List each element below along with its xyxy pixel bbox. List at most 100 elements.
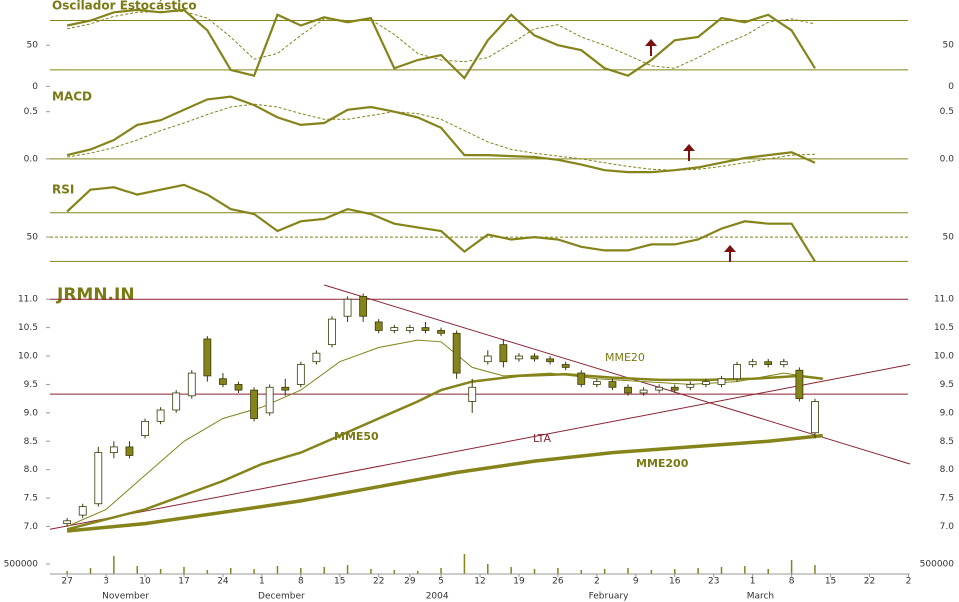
volume-bar [183, 567, 185, 574]
volume-bar [580, 570, 583, 574]
volume-bar [673, 569, 676, 574]
candle-body [281, 386, 290, 391]
candle-body [764, 361, 773, 365]
candle-body [219, 378, 227, 385]
candle-body [421, 327, 430, 331]
y-tick-label: 0 [32, 82, 38, 92]
volume-bar [206, 570, 209, 574]
volume-bar [136, 566, 138, 574]
candle-body [234, 384, 243, 391]
indicator-line [66, 11, 816, 69]
candle-body [561, 364, 570, 368]
indicator-line [66, 183, 816, 262]
x-tick-label: 1 [259, 577, 265, 587]
candle-body [405, 327, 414, 331]
arrow [724, 245, 736, 262]
volume-bar [393, 570, 396, 574]
volume-bar [300, 568, 302, 574]
candle-body [312, 352, 321, 363]
volume-bar [113, 556, 115, 574]
x-tick-label: 29 [404, 577, 416, 587]
volume-bar [487, 564, 489, 574]
volume-bar [346, 565, 349, 574]
volume-bar [627, 568, 629, 574]
y-tick-label-right: 10.5 [934, 323, 954, 333]
y-tick-label-right: 11.0 [934, 295, 954, 305]
candle-body [141, 420, 149, 436]
y-tick-label: 9.5 [24, 380, 38, 390]
y-tick-label-right: 7.5 [940, 494, 954, 504]
candle-body [748, 361, 757, 365]
y-tick-label: 8.0 [24, 465, 39, 475]
y-tick-label: 10.0 [18, 352, 38, 362]
volume-bar [440, 568, 442, 574]
candle-body [592, 381, 601, 385]
candle-body [390, 327, 399, 331]
x-tick-label: 12 [474, 577, 485, 587]
x-tick-label: 26 [552, 577, 564, 587]
volume-bar [650, 570, 653, 574]
y-tick-label-right: 50 [943, 233, 955, 243]
candle-body [343, 298, 352, 317]
volume-bar [229, 568, 232, 574]
arrow [683, 144, 695, 161]
volume-bar [533, 569, 536, 574]
candle-body [265, 386, 274, 414]
candle-body [483, 355, 492, 363]
y-tick-label-right: 9.5 [940, 380, 954, 390]
indicator-line [66, 95, 816, 174]
x-tick-label: 9 [633, 577, 639, 587]
panel-title: JRMN.IN [56, 285, 135, 305]
x-tick-label: 23 [708, 577, 719, 587]
candle-body [670, 386, 679, 391]
x-tick-label: 15 [334, 577, 345, 587]
volume-bar [744, 566, 746, 574]
candle-body [795, 369, 804, 400]
y-tick-label: 50 [27, 233, 39, 243]
candle-body [328, 318, 336, 346]
y-tick-label: 7.0 [24, 522, 39, 532]
moving-average [66, 372, 823, 531]
month-label: March [747, 592, 774, 602]
y-tick-label: 50 [27, 41, 39, 51]
volume-bar [416, 571, 419, 574]
volume-bar [720, 567, 723, 574]
candle-body [63, 520, 72, 525]
volume-bar [697, 568, 699, 574]
candle-body [203, 338, 212, 377]
candle-body [359, 295, 368, 317]
month-label: February [589, 592, 630, 602]
volume-bar [276, 566, 279, 574]
volume-bar [814, 565, 816, 574]
candle-body [546, 358, 555, 363]
candle-body [717, 378, 726, 385]
candle-body [125, 446, 134, 456]
volume-bar [89, 568, 92, 574]
y-tick-label-right: 50 [943, 41, 955, 51]
trend-line [49, 364, 911, 530]
candle-body [109, 446, 118, 454]
x-tick-label: 3 [103, 577, 109, 587]
candle-body [156, 409, 165, 422]
x-tick-label: 2 [594, 577, 600, 587]
volume-bar [159, 569, 162, 574]
panel-title: RSI [52, 183, 74, 197]
ma-label: MME200 [636, 457, 689, 470]
candle-body [702, 381, 710, 385]
x-tick-label: 17 [178, 577, 189, 587]
volume-bar [253, 569, 255, 574]
indicator-line [66, 8, 816, 80]
y-tick-label-right: 9.0 [940, 408, 955, 418]
volume-bar [790, 560, 793, 574]
candle-body [250, 389, 258, 419]
x-tick-label: 5 [438, 577, 444, 587]
month-label: November [102, 592, 149, 602]
trend-line [324, 284, 911, 465]
volume-bar [767, 569, 769, 574]
candle-body [78, 506, 87, 516]
candle-body [686, 384, 695, 388]
candle-body [515, 355, 523, 360]
signal-arrows [645, 39, 736, 262]
